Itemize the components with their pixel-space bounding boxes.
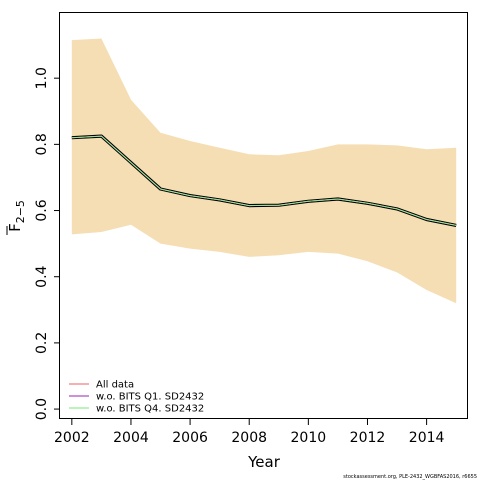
x-tick-label: 2008 (231, 430, 267, 446)
legend-label-1: All data (96, 380, 134, 391)
y-axis-label-base: F (6, 223, 24, 232)
y-tick-label: 1.0 (34, 67, 50, 89)
x-axis-label: Year (247, 453, 281, 471)
legend-label-3: w.o. BITS Q4. SD2432 (96, 404, 204, 415)
plot-frame (59, 12, 468, 419)
x-tick-label: 2010 (291, 430, 327, 446)
legend-label-2: w.o. BITS Q1. SD2432 (96, 392, 204, 403)
y-tick-label: 0.6 (34, 199, 50, 221)
x-tick-label: 2004 (113, 430, 149, 446)
x-tick-label: 2002 (54, 430, 90, 446)
x-axis: 2002 2004 2006 2008 2010 2012 2014 (54, 419, 445, 446)
x-tick-label: 2006 (172, 430, 208, 446)
confidence-band (71, 38, 457, 304)
series-line-3 (71, 135, 457, 226)
x-tick-label: 2014 (409, 430, 445, 446)
y-axis-label-subscript: 2−5 (14, 200, 27, 223)
y-axis: 0.0 0.2 0.4 0.6 0.8 1.0 (34, 67, 60, 420)
x-tick-label: 2012 (350, 430, 386, 446)
svg-text:F2−5: F2−5 (6, 200, 27, 232)
y-axis-label: F2−5 (6, 200, 27, 235)
y-tick-label: 0.0 (34, 398, 50, 420)
y-tick-label: 0.4 (34, 265, 50, 287)
y-tick-label: 0.8 (34, 133, 50, 155)
footnote: stockassessment.org, PLE-2432_WGBFAS2016… (343, 474, 477, 480)
plot-area (71, 38, 457, 304)
y-tick-label: 0.2 (34, 332, 50, 354)
